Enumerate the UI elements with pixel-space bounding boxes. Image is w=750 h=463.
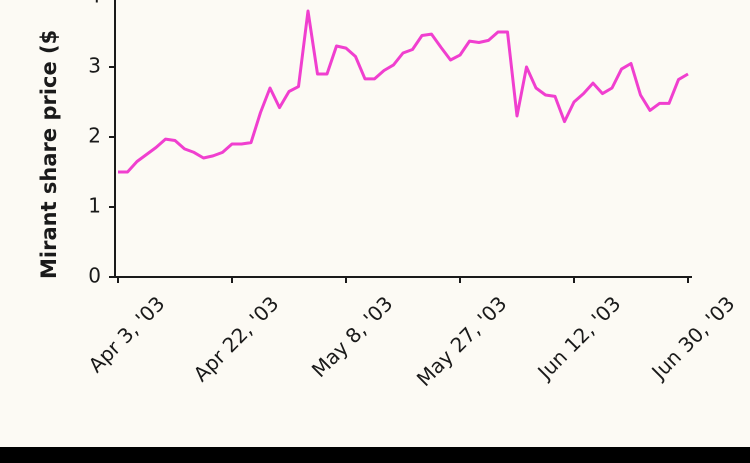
- y-tick-label: 3: [88, 54, 101, 78]
- y-tick-label: 1: [88, 194, 101, 218]
- y-axis-label: Mirant share price ($: [37, 30, 61, 279]
- y-tick-label: 2: [88, 124, 101, 148]
- chart-background: [0, 0, 750, 447]
- y-tick-label: 0: [88, 264, 101, 288]
- price-line: [118, 9, 689, 174]
- y-tick-label: 4: [88, 0, 101, 8]
